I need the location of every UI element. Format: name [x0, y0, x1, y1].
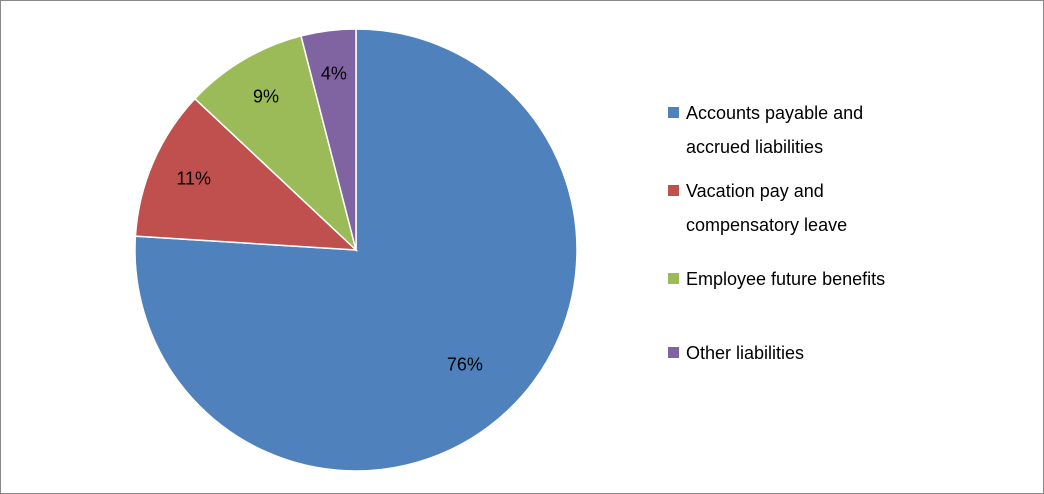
legend-swatch — [668, 107, 679, 118]
legend-swatch — [668, 185, 679, 196]
data-label: 4% — [321, 63, 347, 83]
legend-swatch — [668, 273, 679, 284]
pie-slice — [134, 97, 359, 251]
legend-swatch — [668, 347, 679, 358]
legend-item: Vacation pay and compensatory leave — [668, 174, 968, 242]
pie-slice — [134, 28, 578, 472]
legend-item: Accounts payable and accrued liabilities — [668, 96, 968, 164]
legend-label: Vacation pay and compensatory leave — [686, 181, 848, 235]
legend-label: Accounts payable and accrued liabilities — [686, 103, 864, 157]
legend-label: Employee future benefits — [686, 269, 886, 289]
pie-slice — [193, 35, 358, 253]
legend-item: Other liabilities — [668, 336, 968, 370]
pie-slice — [300, 28, 357, 251]
legend-item: Employee future benefits — [668, 262, 968, 296]
data-label: 76% — [447, 355, 483, 375]
data-label: 11% — [176, 169, 211, 189]
data-label: 9% — [253, 87, 279, 107]
legend-label: Other liabilities — [686, 343, 805, 363]
